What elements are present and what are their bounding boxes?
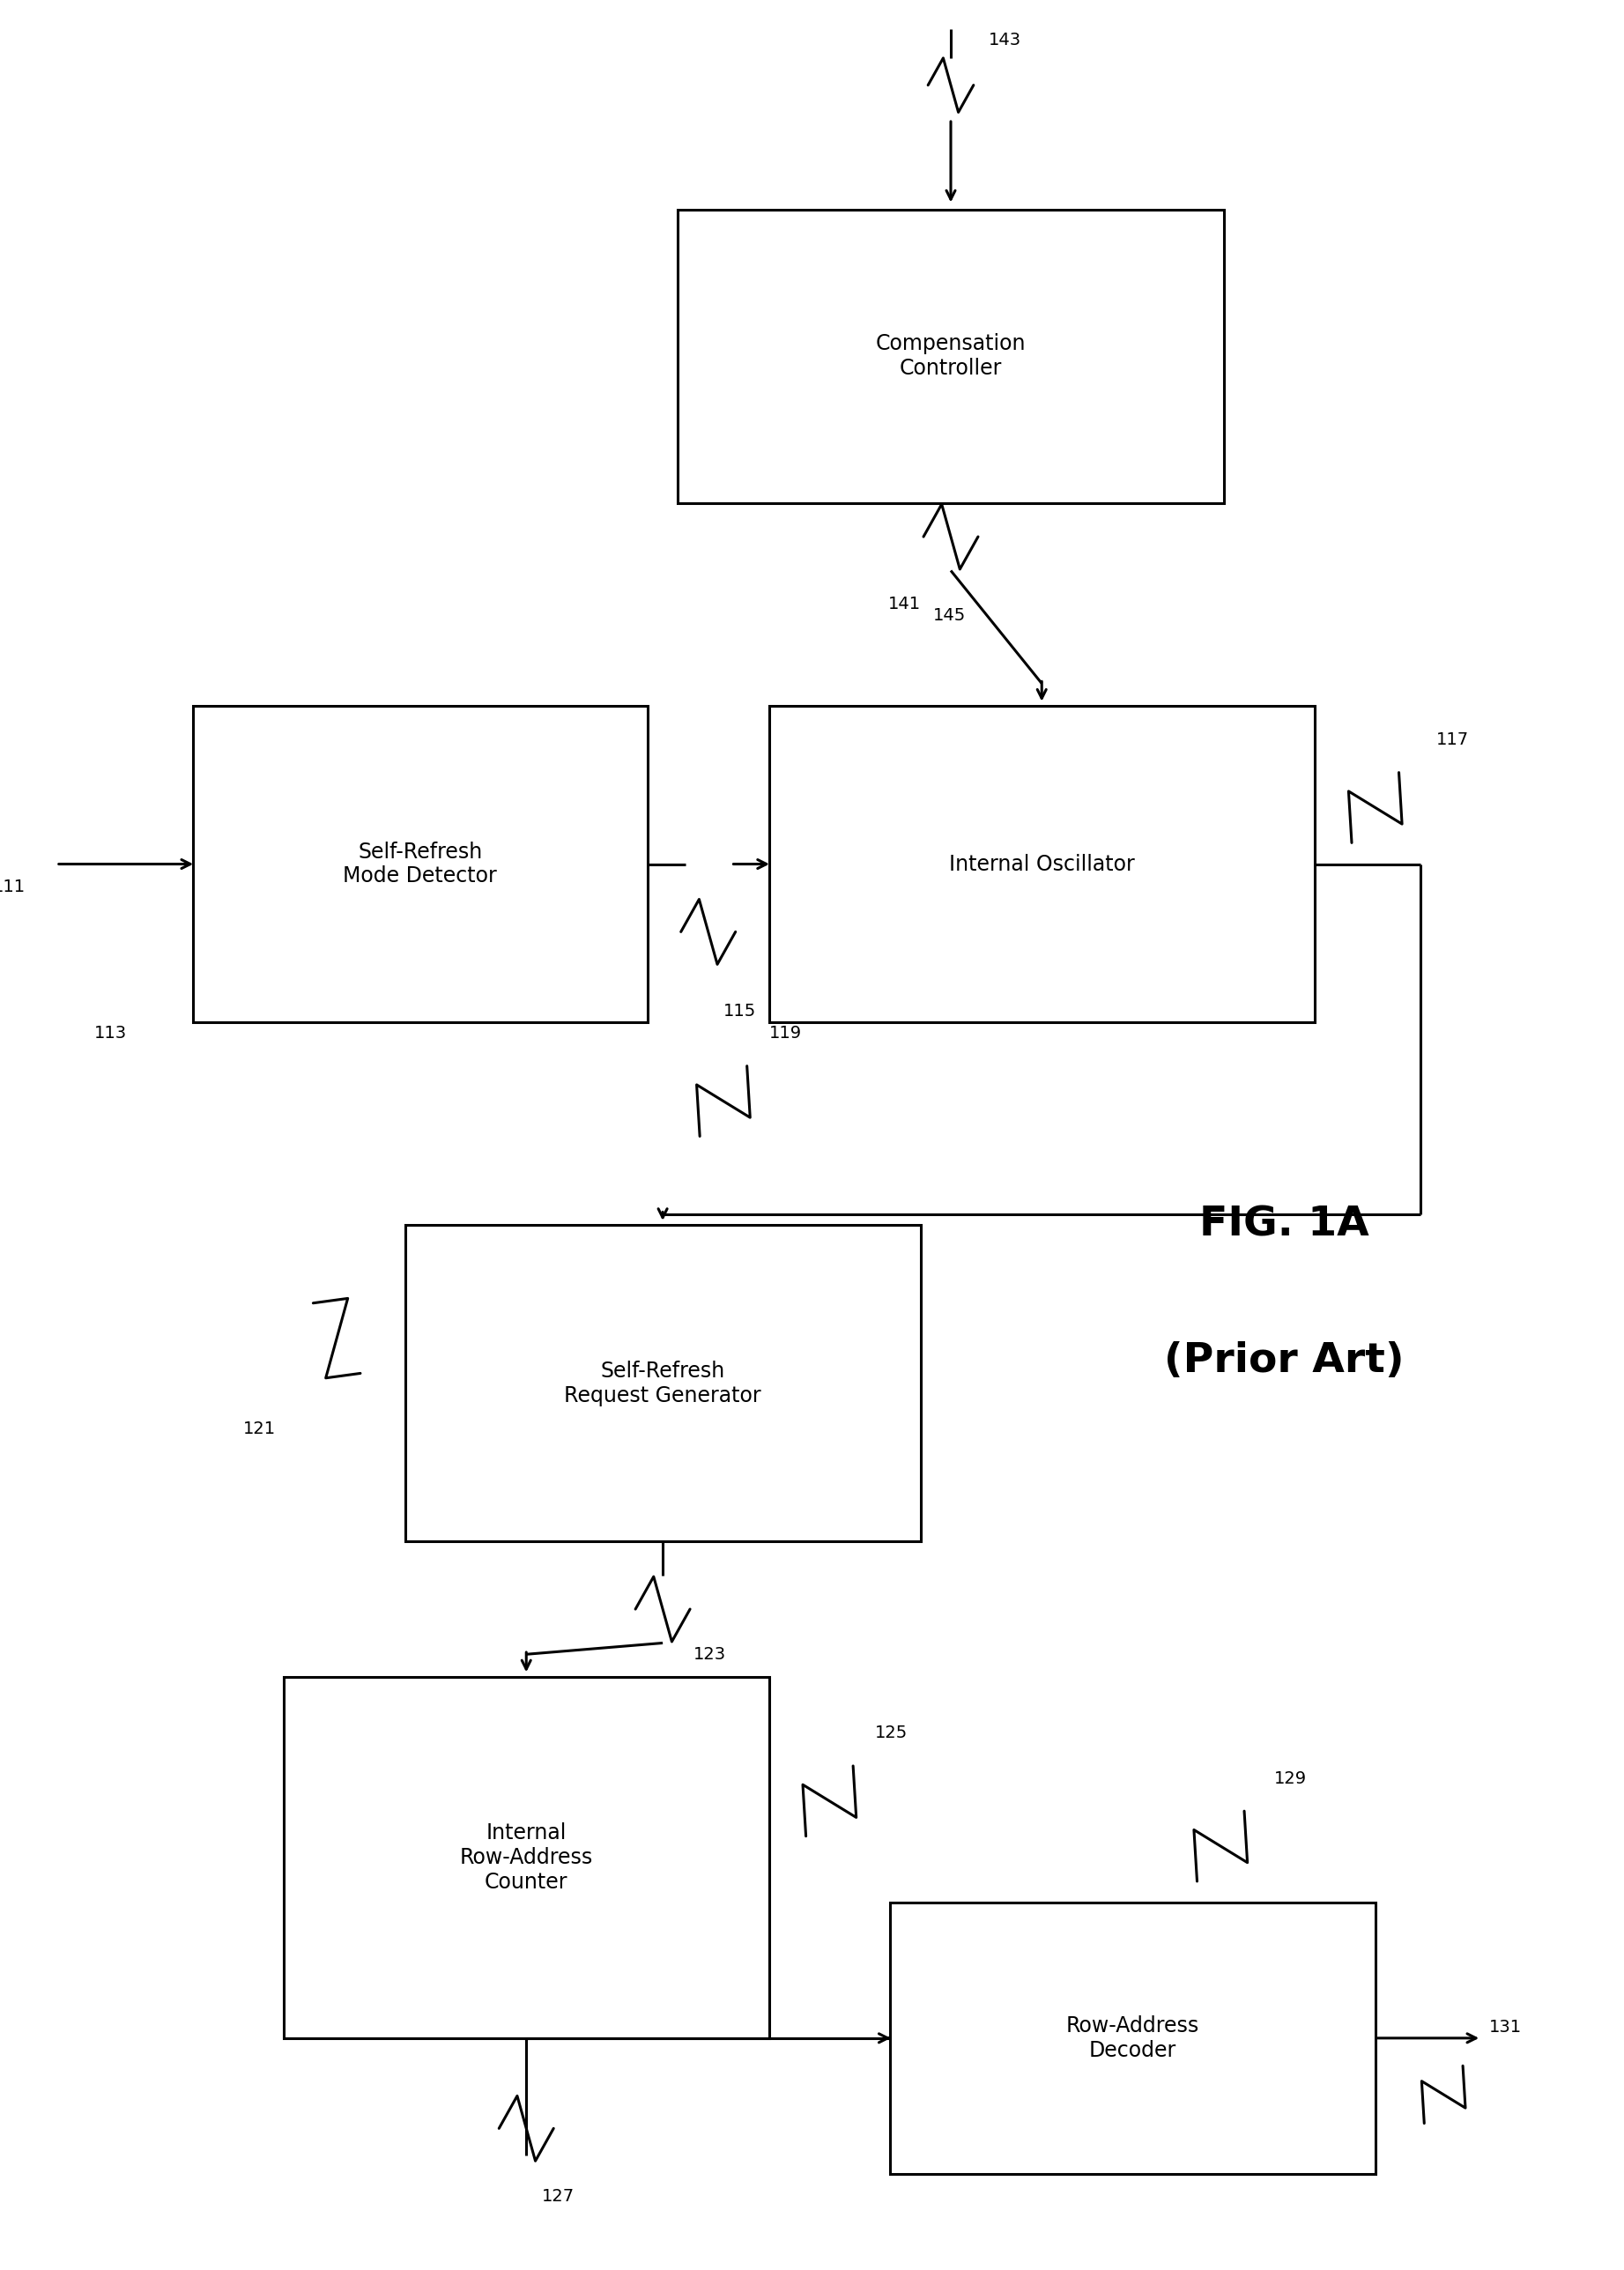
Text: 121: 121 [244, 1421, 276, 1437]
Text: Self-Refresh
Request Generator: Self-Refresh Request Generator [564, 1360, 762, 1405]
Text: Internal Oscillator: Internal Oscillator [948, 854, 1135, 874]
Bar [677, 209, 1224, 504]
Text: 129: 129 [1273, 1771, 1306, 1786]
Text: 125: 125 [875, 1725, 908, 1741]
Bar [890, 1902, 1376, 2175]
Text: FIG. 1A: FIG. 1A [1200, 1205, 1369, 1246]
Text: 141: 141 [888, 597, 921, 613]
Text: Internal
Row-Address
Counter: Internal Row-Address Counter [460, 1823, 593, 1893]
Text: 119: 119 [768, 1026, 802, 1042]
Text: 145: 145 [934, 608, 966, 624]
Text: 123: 123 [693, 1646, 726, 1662]
Text: 131: 131 [1489, 2018, 1522, 2036]
Text: 113: 113 [94, 1026, 127, 1042]
Text: Compensation
Controller: Compensation Controller [875, 334, 1026, 379]
Text: 115: 115 [723, 1003, 757, 1019]
Text: 117: 117 [1436, 731, 1468, 749]
Text: (Prior Art): (Prior Art) [1164, 1342, 1405, 1380]
Text: 111: 111 [0, 878, 26, 894]
Bar [284, 1678, 768, 2038]
Bar [768, 706, 1315, 1022]
Bar [193, 706, 648, 1022]
Text: 143: 143 [989, 32, 1021, 48]
Bar [404, 1226, 921, 1541]
Text: 127: 127 [541, 2188, 575, 2204]
Text: Self-Refresh
Mode Detector: Self-Refresh Mode Detector [343, 842, 497, 888]
Text: Row-Address
Decoder: Row-Address Decoder [1065, 2016, 1200, 2061]
